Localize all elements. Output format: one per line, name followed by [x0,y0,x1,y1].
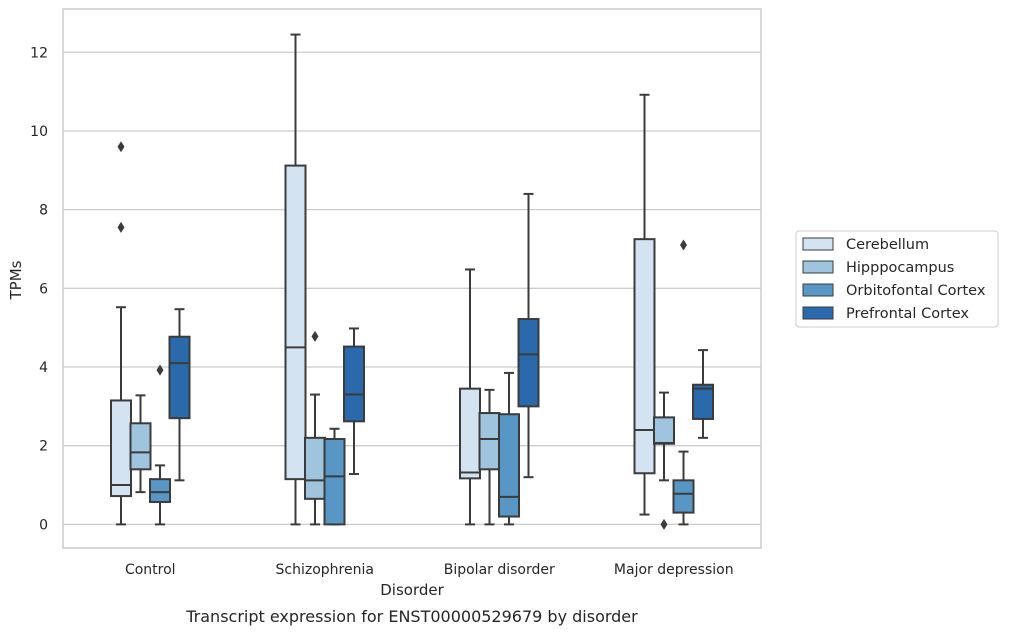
box-iqr [149,478,171,503]
box-prefrontal-cortex [343,327,365,476]
box-iqr [168,335,191,420]
box-orbitofontal-cortex [672,239,695,526]
box-orbitofontal-cortex [323,427,346,526]
y-tick-label: 10 [30,124,48,140]
box-iqr [284,164,307,481]
outlier-point [156,364,164,376]
y-tick-label: 0 [39,517,48,533]
outlier-point [680,239,687,251]
box-iqr [343,345,365,423]
y-tick-labels: 0 2 4 6 8 10 12 [30,45,48,533]
box-hipppocampus [478,388,501,526]
box-iqr [672,479,695,514]
legend-label: Cerebellum [846,237,929,253]
y-axis-label: TPMs [7,260,25,300]
box-iqr [653,416,675,445]
legend-swatch [802,283,834,297]
legend-swatch [802,260,834,274]
box-hipppocampus [129,394,152,494]
boxes [110,33,714,530]
legend-frame [795,230,999,328]
box-cerebellum [459,268,481,526]
legend-label: Prefrontal Cortex [846,306,969,322]
box-iqr [633,238,656,475]
legend-swatch [802,237,834,251]
gridlines [63,51,761,526]
plot-frame [62,8,762,549]
box-orbitofontal-cortex [149,364,171,526]
box-iqr [459,387,481,480]
y-tick-label: 8 [39,203,48,219]
x-tick-labels: Control Schizophrenia Bipolar disorder Majo… [125,562,734,578]
box-cerebellum [284,33,307,526]
legend-label: Hipppocampus [846,260,954,276]
box-iqr [323,438,346,526]
y-tick-label: 6 [39,281,48,297]
box-hipppocampus [653,391,675,530]
x-tick-label: Major depression [614,562,734,578]
box-prefrontal-cortex [692,349,714,439]
box-iqr [517,318,540,408]
x-tick-label: Bipolar disorder [444,562,555,578]
y-tick-label: 12 [30,45,48,61]
outlier-point [117,221,125,233]
outlier-point [117,141,125,153]
box-cerebellum [110,141,132,526]
box-iqr [478,412,501,471]
box-cerebellum [633,93,656,516]
x-tick-label: Schizophrenia [276,562,374,578]
box-prefrontal-cortex [168,308,191,482]
box-iqr [692,383,714,420]
y-tick-label: 2 [39,439,48,455]
legend-label: Orbitofontal Cortex [846,283,986,299]
legend: Cerebellum Hipppocampus Orbitofontal Corte… [795,230,999,328]
box-iqr [129,422,152,471]
box-hipppocampus [304,330,326,526]
x-axis-label: Disorder [380,581,444,599]
legend-swatch [802,306,834,320]
x-tick-label: Control [125,562,176,578]
outlier-point [660,518,668,530]
box-iqr [498,413,520,518]
chart-caption: Transcript expression for ENST0000052967… [185,607,638,626]
box-iqr [304,436,326,500]
outlier-point [311,330,319,342]
box-orbitofontal-cortex [498,371,520,526]
box-iqr [110,399,132,498]
box-prefrontal-cortex [517,192,540,479]
y-tick-label: 4 [39,360,48,376]
